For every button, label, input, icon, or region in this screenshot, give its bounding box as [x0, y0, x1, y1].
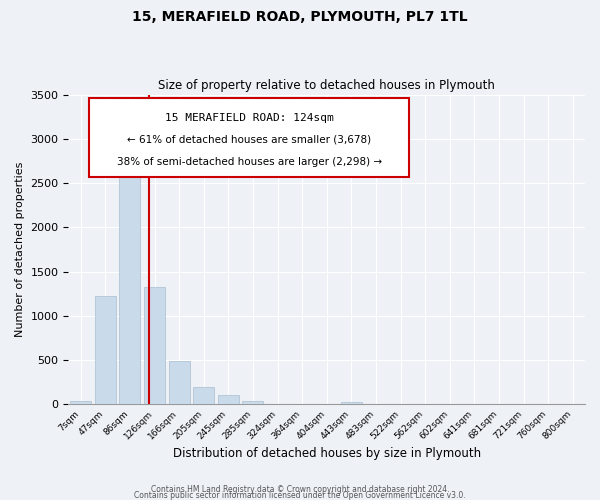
- Bar: [218, 395, 239, 404]
- X-axis label: Distribution of detached houses by size in Plymouth: Distribution of detached houses by size …: [173, 447, 481, 460]
- Bar: [341, 402, 362, 404]
- Bar: [242, 400, 263, 404]
- Bar: [95, 296, 116, 405]
- FancyBboxPatch shape: [89, 98, 409, 176]
- Text: 38% of semi-detached houses are larger (2,298) →: 38% of semi-detached houses are larger (…: [116, 156, 382, 166]
- Bar: [70, 400, 91, 404]
- Bar: [144, 286, 165, 405]
- Title: Size of property relative to detached houses in Plymouth: Size of property relative to detached ho…: [158, 79, 495, 92]
- Text: 15 MERAFIELD ROAD: 124sqm: 15 MERAFIELD ROAD: 124sqm: [165, 113, 334, 123]
- Text: 15, MERAFIELD ROAD, PLYMOUTH, PL7 1TL: 15, MERAFIELD ROAD, PLYMOUTH, PL7 1TL: [132, 10, 468, 24]
- Bar: [169, 360, 190, 405]
- Text: Contains HM Land Registry data © Crown copyright and database right 2024.: Contains HM Land Registry data © Crown c…: [151, 484, 449, 494]
- Text: Contains public sector information licensed under the Open Government Licence v3: Contains public sector information licen…: [134, 490, 466, 500]
- Bar: [193, 387, 214, 404]
- Y-axis label: Number of detached properties: Number of detached properties: [15, 162, 25, 337]
- Text: ← 61% of detached houses are smaller (3,678): ← 61% of detached houses are smaller (3,…: [127, 135, 371, 145]
- Bar: [119, 176, 140, 404]
